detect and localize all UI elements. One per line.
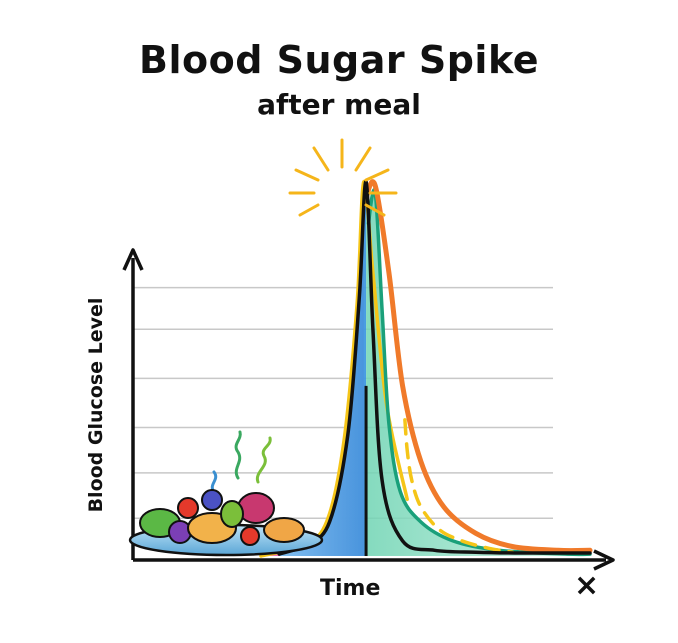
series-line-black-spike-outline	[277, 180, 592, 556]
chart-subtitle: after meal	[257, 88, 421, 121]
axes	[122, 248, 615, 571]
tomato-icon-2	[240, 526, 260, 546]
chart-title: Blood Sugar Spike	[139, 38, 539, 82]
series-line-yellow-dashed	[403, 418, 515, 554]
y-axis-arrowhead	[122, 248, 144, 271]
steam-icon	[210, 430, 272, 494]
cracker-icon	[263, 517, 305, 543]
x-axis-arrowhead	[593, 549, 615, 571]
filled-areas	[261, 181, 590, 557]
series-line-orange	[363, 179, 593, 554]
grape-icon	[201, 489, 223, 511]
x-axis-end-mark: ×	[574, 568, 600, 603]
tomato-icon	[177, 497, 199, 519]
teal-area	[366, 190, 590, 556]
series-lines	[259, 179, 593, 558]
avocado-icon	[220, 500, 244, 528]
x-axis-label: Time	[320, 576, 381, 601]
meal-illustration	[128, 430, 324, 557]
peak-burst-icon	[288, 138, 398, 217]
